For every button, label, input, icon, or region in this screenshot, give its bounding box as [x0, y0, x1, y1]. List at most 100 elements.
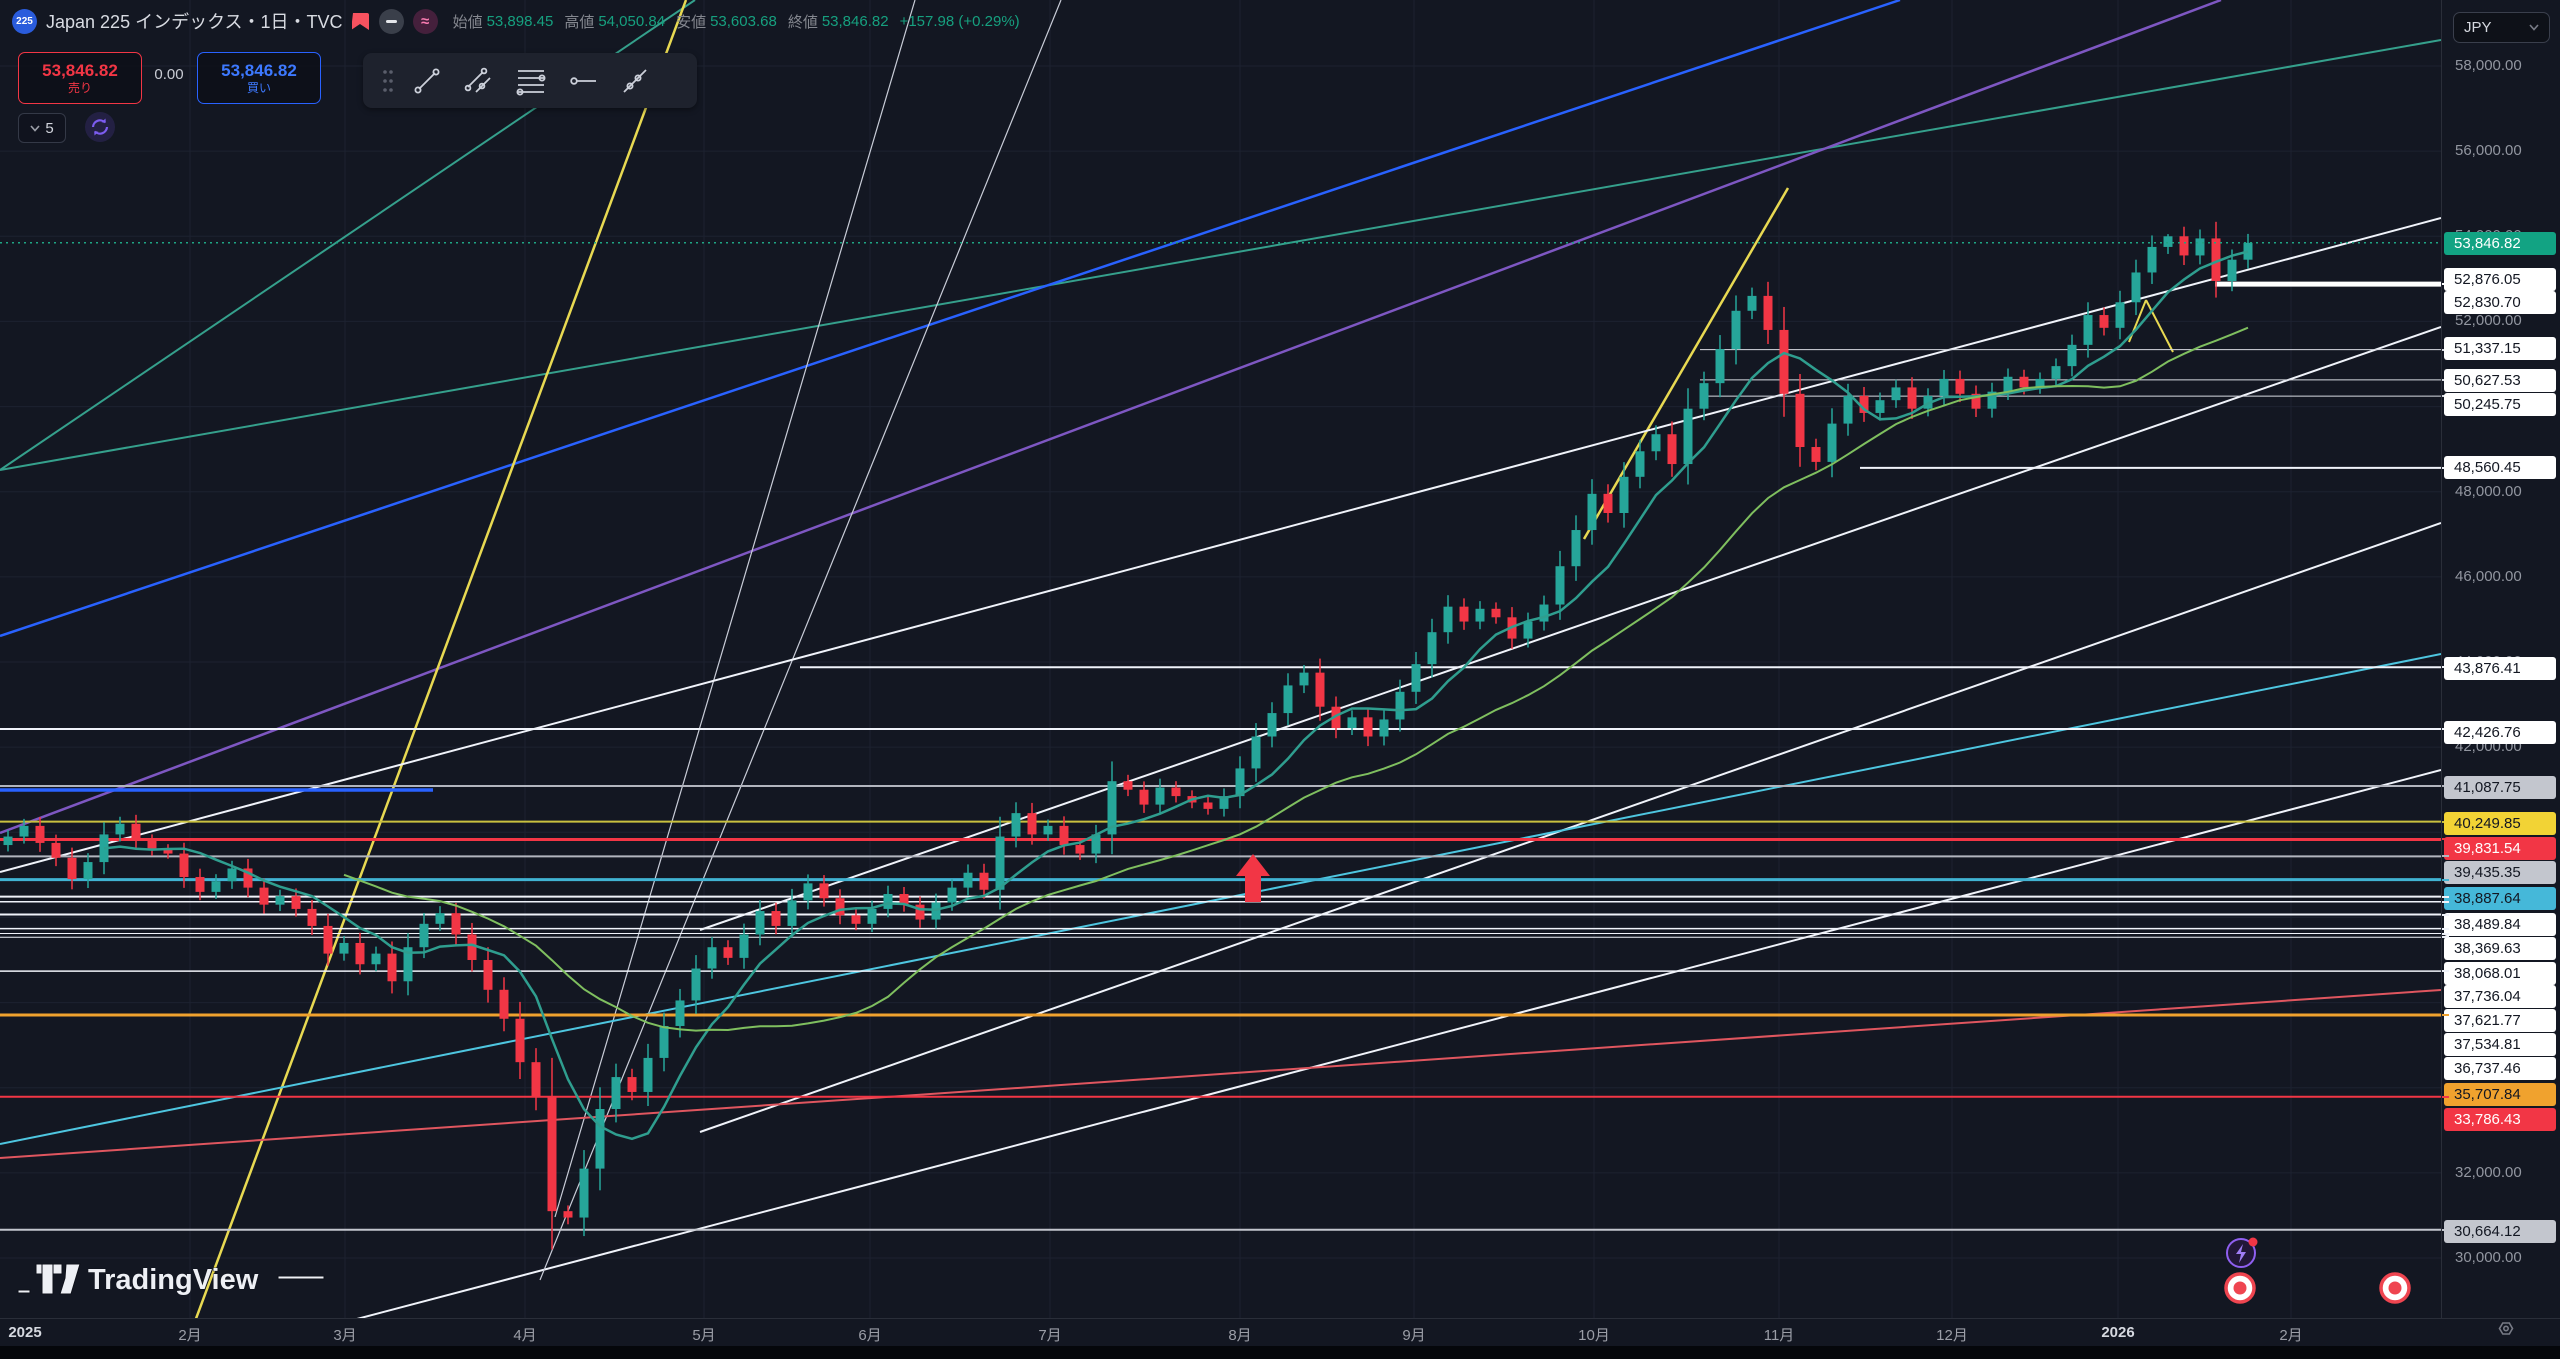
fib-retracement-icon[interactable]: [505, 60, 557, 102]
horizontal-line-icon[interactable]: [557, 60, 609, 102]
candle-body: [243, 868, 253, 888]
currency-dropdown[interactable]: JPY: [2453, 12, 2550, 43]
price-level-tick: [2442, 927, 2449, 930]
trendline-drawing[interactable]: [0, 0, 1901, 638]
polyline-icon[interactable]: [609, 60, 661, 102]
time-axis-label: 10月: [1578, 1327, 1610, 1344]
price-level-badge: 53,846.82: [2444, 231, 2556, 255]
time-scale[interactable]: 2025 2月 3月 4月 5月 6月 7月 8月 9月 10月 11月 12月 2026 2月: [0, 1318, 2560, 1347]
trendline-drawing[interactable]: [699, 326, 2441, 931]
trendline-drawing[interactable]: [0, 653, 2441, 1145]
candle-body: [1491, 608, 1501, 618]
bar-style-icon[interactable]: [378, 8, 404, 34]
change-value: +157.98 (+0.29%): [899, 12, 1020, 30]
trendline-drawing[interactable]: [0, 0, 2222, 835]
record-button-1[interactable]: [2224, 1272, 2257, 1305]
candle-body: [963, 872, 973, 888]
record-button-2[interactable]: [2379, 1272, 2412, 1305]
trendline-drawing[interactable]: [2145, 299, 2174, 353]
candle-body: [1555, 566, 1565, 605]
candle-body: [1395, 691, 1405, 720]
candle-body: [1635, 451, 1645, 477]
price-level-badge: 52,876.05: [2444, 267, 2556, 291]
trendline-drawing[interactable]: [1582, 187, 1790, 540]
close-label: 終値: [787, 13, 818, 31]
candle-body: [659, 1025, 669, 1058]
low-value: 53,603.68: [710, 12, 777, 30]
candle-body: [371, 953, 381, 965]
symbol-logo: 225: [12, 8, 37, 34]
trendline-drawing[interactable]: [699, 522, 2441, 1133]
candle-body: [195, 876, 205, 892]
candle-body: [1971, 393, 1981, 409]
price-axis-label: 56,000.00: [2455, 142, 2522, 160]
candle-body: [1619, 476, 1629, 513]
candle-body: [115, 823, 125, 835]
candle-body: [1363, 717, 1373, 737]
candle-body: [291, 896, 301, 909]
time-axis-label: 11月: [1763, 1327, 1795, 1344]
symbol-title[interactable]: Japan 225 インデックス・1日・TVC: [46, 12, 343, 32]
candle-body: [35, 825, 45, 843]
candle-body: [1987, 391, 1997, 409]
candle-body: [499, 989, 509, 1019]
candle-body: [1939, 378, 1949, 396]
parallel-channel-icon[interactable]: [453, 60, 505, 102]
buy-button[interactable]: 53,846.82 買い: [197, 52, 321, 104]
price-level-badge: 35,707.84: [2444, 1082, 2556, 1106]
trendline-drawing[interactable]: [554, 0, 916, 1218]
candle-body: [2211, 238, 2221, 281]
time-axis-label: 7月: [1038, 1327, 1062, 1344]
toolbar-drag-handle[interactable]: [375, 60, 401, 102]
price-scale[interactable]: JPY 58,000.0056,000.0054,000.0052,000.00…: [2441, 0, 2560, 1318]
candle-body: [947, 887, 957, 903]
candle-body: [1827, 423, 1837, 462]
arrow-up-marker[interactable]: [1236, 854, 1270, 902]
price-level-badge: 39,831.54: [2444, 836, 2556, 860]
price-level-badge: 37,736.04: [2444, 984, 2556, 1008]
interval-button[interactable]: 5: [18, 113, 66, 143]
ohlc-readout: 始値 53,898.45 高値 54,050.84 安値 53,603.68 終…: [453, 11, 1020, 32]
candle-body: [2035, 378, 2045, 388]
candle-body: [1475, 608, 1485, 622]
sell-button[interactable]: 53,846.82 売り: [18, 52, 142, 104]
time-axis-label: 4月: [513, 1327, 537, 1344]
candle-body: [1763, 295, 1773, 330]
candle-body: [1427, 632, 1437, 665]
candle-body: [1891, 387, 1901, 401]
trend-line-icon[interactable]: [401, 60, 453, 102]
sync-icon[interactable]: [85, 112, 115, 142]
candle-body: [1027, 813, 1037, 835]
price-level-badge: 33,786.43: [2444, 1107, 2556, 1131]
candle-body: [163, 849, 173, 854]
time-axis-label: 6月: [858, 1327, 882, 1344]
candle-body: [2243, 242, 2253, 260]
trendline-drawing[interactable]: [0, 989, 2441, 1159]
flag-icon[interactable]: [351, 12, 370, 31]
price-axis-label: 52,000.00: [2455, 312, 2522, 330]
candle-body: [851, 915, 861, 924]
candle-body: [403, 947, 413, 982]
price-axis-label: 48,000.00: [2455, 482, 2522, 500]
candle-body: [1203, 802, 1213, 809]
chart-canvas[interactable]: [0, 0, 2441, 1318]
candle-body: [707, 947, 717, 969]
trendline-drawing[interactable]: [181, 0, 688, 1318]
trendline-drawing[interactable]: [0, 39, 2441, 471]
trendline-drawing[interactable]: [0, 217, 2441, 873]
candle-body: [2019, 376, 2029, 388]
time-axis-label: 12月: [1936, 1327, 1968, 1344]
candle-body: [1955, 378, 1965, 394]
price-level-badge: 41,087.75: [2444, 775, 2556, 799]
gear-icon[interactable]: [2496, 1320, 2516, 1340]
wave-icon[interactable]: ≈: [412, 8, 438, 34]
candle-body: [1379, 719, 1389, 737]
trendline-drawing[interactable]: [205, 769, 2441, 1318]
candle-body: [355, 942, 365, 965]
high-label: 高値: [564, 13, 595, 31]
trendline-drawing[interactable]: [539, 0, 1062, 1281]
candle-body: [915, 904, 925, 920]
tradingview-logo[interactable]: TradingView: [16, 1256, 346, 1300]
buy-price: 53,846.82: [221, 60, 297, 80]
flash-alert-icon[interactable]: [2224, 1237, 2264, 1271]
